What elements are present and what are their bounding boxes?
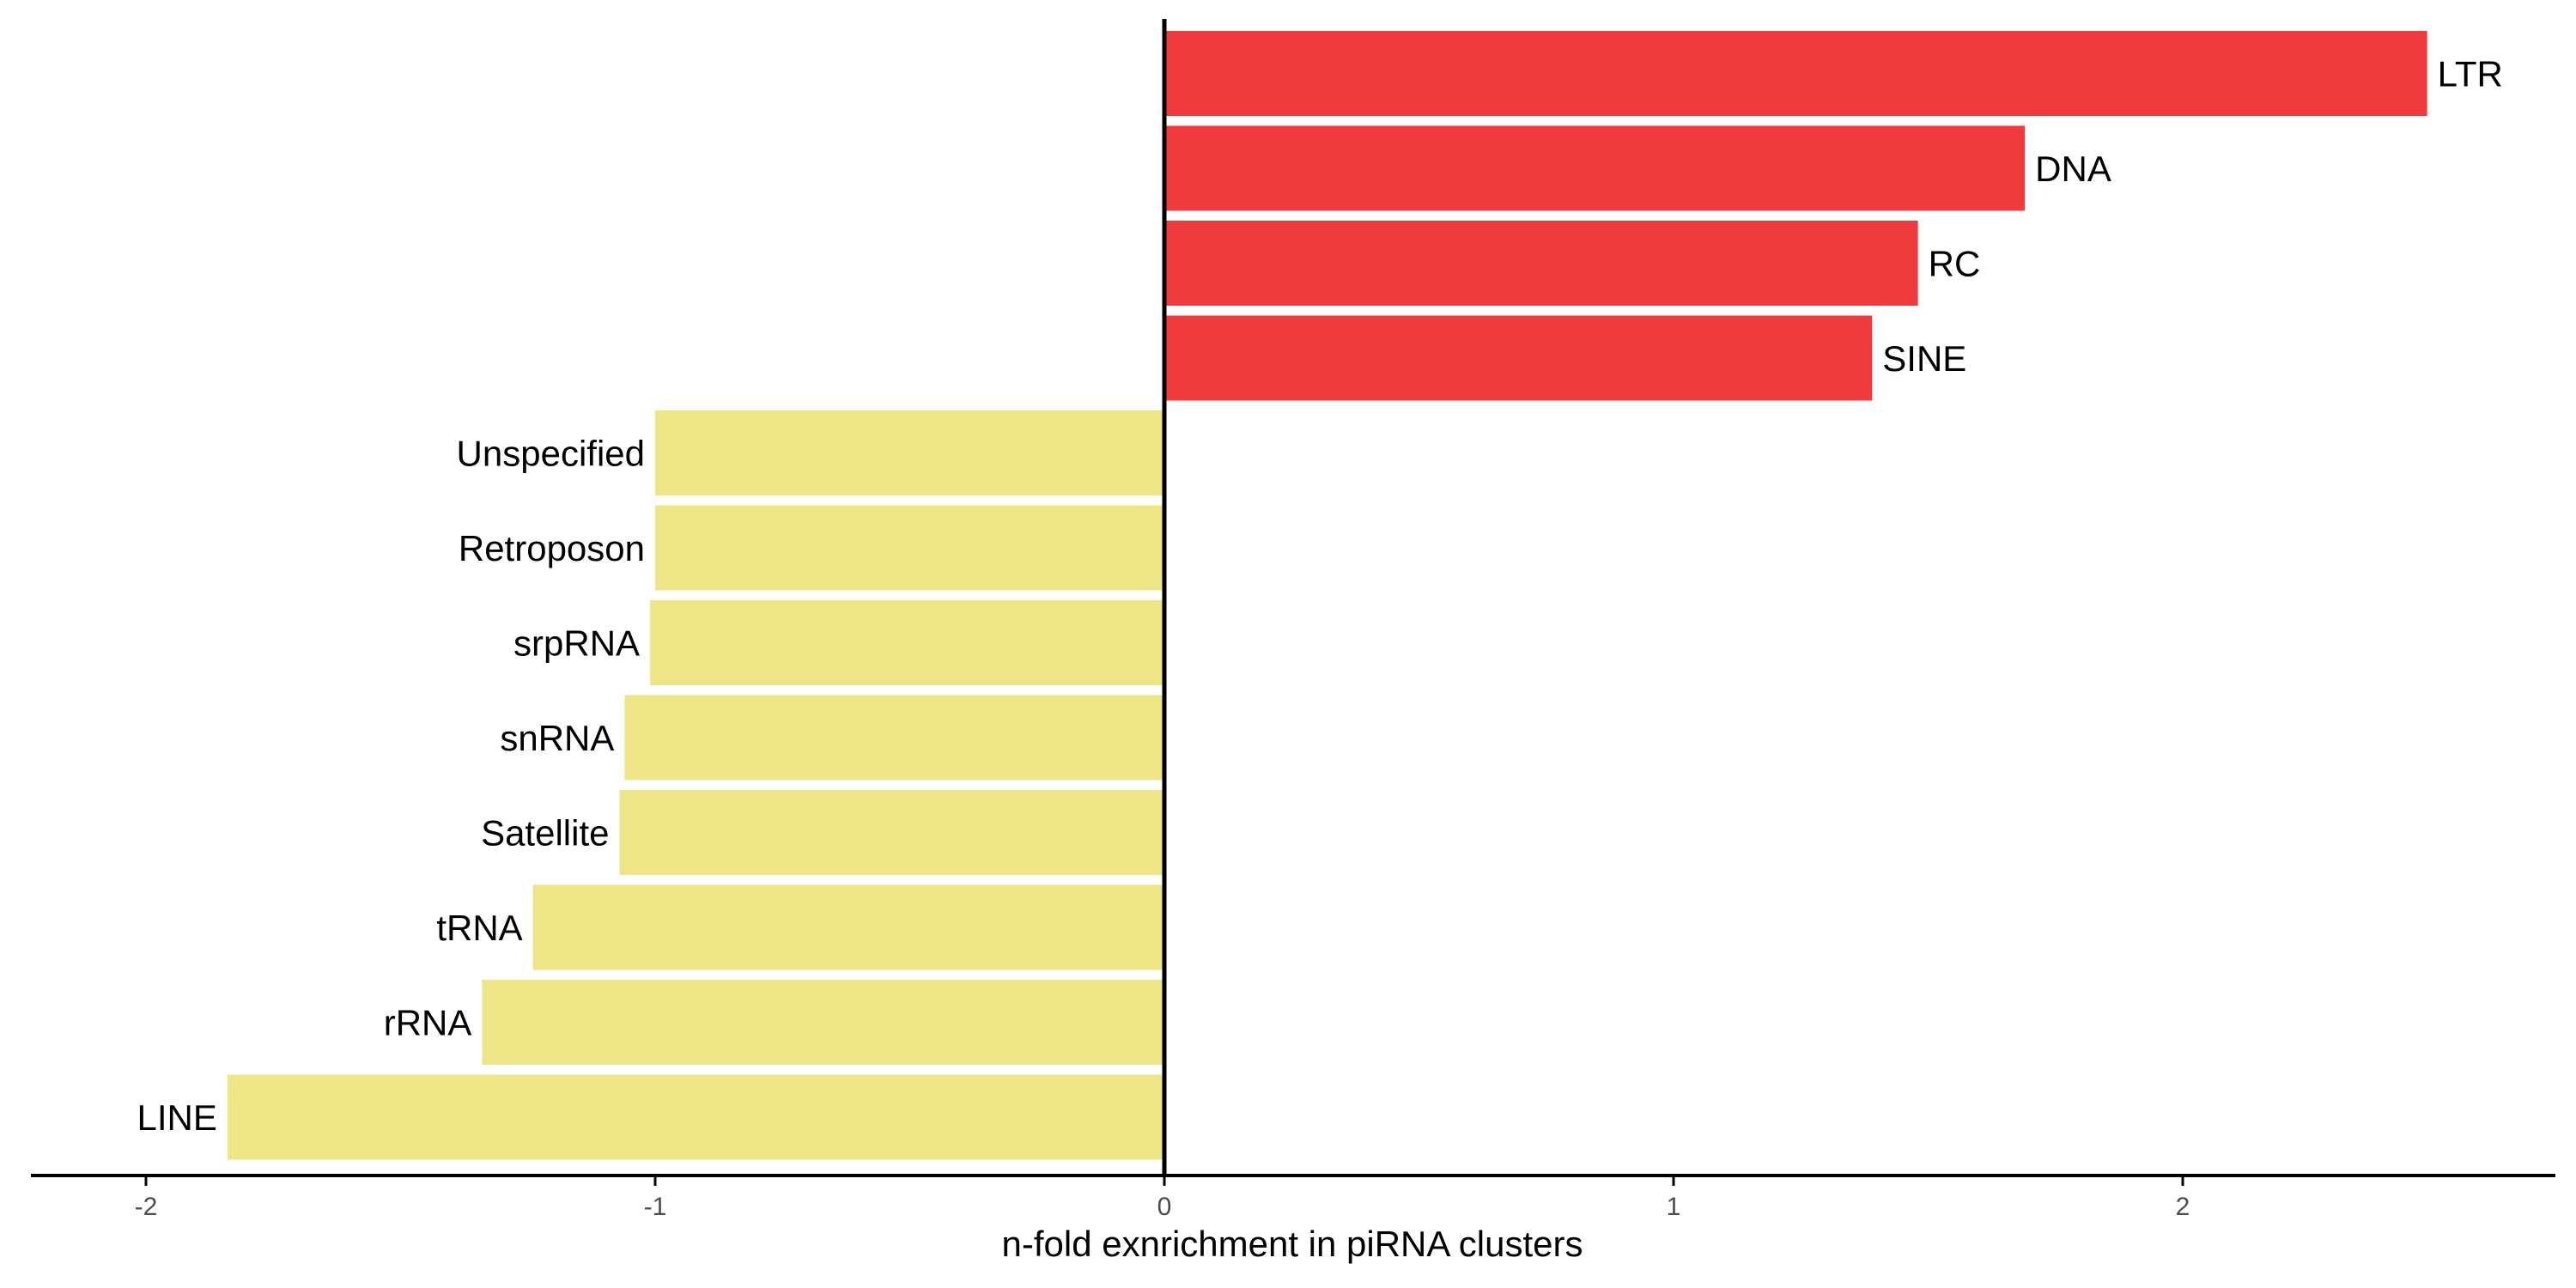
x-axis-title: n-fold exnrichment in piRNA clusters <box>1002 1224 1583 1264</box>
bar-label-line: LINE <box>137 1097 217 1138</box>
bar-unspecified <box>655 410 1164 495</box>
bar-rrna <box>482 980 1164 1065</box>
bar-label-retroposon: Retroposon <box>459 528 645 568</box>
category-labels-layer: LTR DNA RC SINE Unspecified Retroposon srpRNA s… <box>137 54 2503 1139</box>
x-tick-label: 0 <box>1157 1193 1172 1221</box>
x-tick-label: -2 <box>135 1193 158 1221</box>
bar-trna <box>532 884 1164 970</box>
bar-label-snrna: snRNA <box>500 718 614 758</box>
bar-label-dna: DNA <box>2035 149 2111 189</box>
bar-retroposon <box>655 505 1164 591</box>
bar-ltr <box>1164 31 2427 116</box>
bar-srprna <box>650 600 1164 685</box>
bar-label-unspecified: Unspecified <box>457 434 645 474</box>
bar-label-srprna: srpRNA <box>513 623 640 664</box>
bars-layer <box>227 31 2427 1160</box>
x-axis: -2 -1 0 1 2 <box>31 19 2555 1221</box>
x-tick-label: -1 <box>644 1193 667 1221</box>
bar-label-satellite: Satellite <box>481 813 609 854</box>
bar-label-trna: tRNA <box>436 908 522 948</box>
bar-line <box>227 1074 1164 1160</box>
bar-sine <box>1164 315 1873 401</box>
x-tick-label: 2 <box>2176 1193 2190 1221</box>
bar-label-rc: RC <box>1929 244 1981 284</box>
bar-rc <box>1164 221 1918 306</box>
bar-label-ltr: LTR <box>2438 54 2503 94</box>
x-tick-label: 1 <box>1667 1193 1681 1221</box>
bar-label-sine: SINE <box>1882 338 1966 379</box>
bar-snrna <box>624 695 1164 781</box>
bar-satellite <box>619 790 1164 875</box>
bar-dna <box>1164 125 2026 211</box>
bar-label-rrna: rRNA <box>384 1003 472 1043</box>
